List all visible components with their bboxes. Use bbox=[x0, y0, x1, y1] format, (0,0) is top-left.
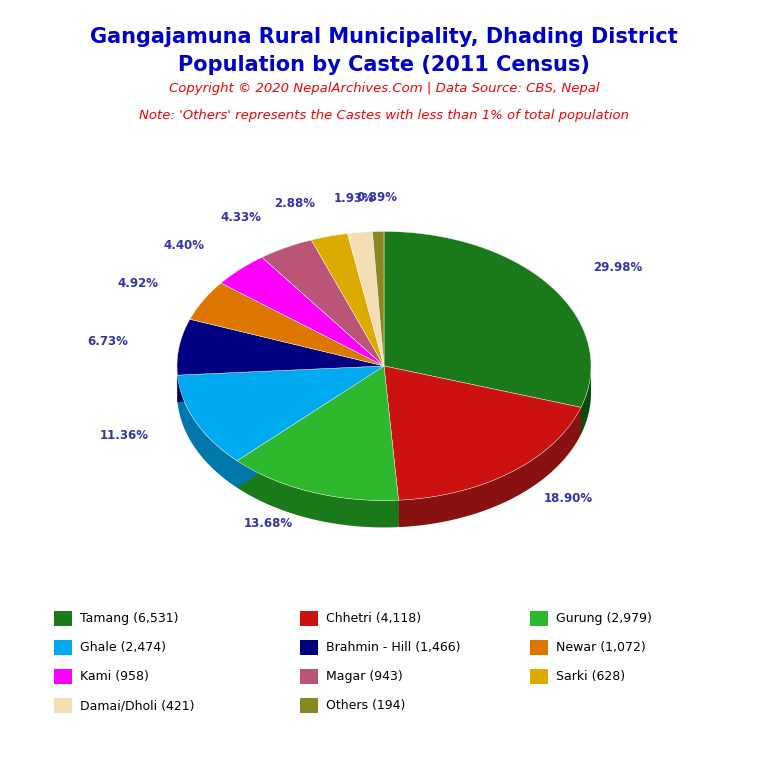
Text: Ghale (2,474): Ghale (2,474) bbox=[80, 641, 166, 654]
Text: 29.98%: 29.98% bbox=[593, 260, 643, 273]
Polygon shape bbox=[237, 461, 399, 528]
Text: Gurung (2,979): Gurung (2,979) bbox=[556, 612, 652, 624]
Text: 4.40%: 4.40% bbox=[163, 239, 204, 252]
Text: Chhetri (4,118): Chhetri (4,118) bbox=[326, 612, 421, 624]
Text: 18.90%: 18.90% bbox=[544, 492, 593, 505]
Polygon shape bbox=[384, 366, 399, 527]
Polygon shape bbox=[237, 366, 384, 488]
Text: Newar (1,072): Newar (1,072) bbox=[556, 641, 646, 654]
Polygon shape bbox=[311, 233, 384, 366]
Polygon shape bbox=[221, 257, 384, 366]
Polygon shape bbox=[190, 283, 384, 366]
Polygon shape bbox=[237, 366, 384, 488]
Text: Others (194): Others (194) bbox=[326, 700, 405, 712]
Text: 2.88%: 2.88% bbox=[274, 197, 316, 210]
Text: Brahmin - Hill (1,466): Brahmin - Hill (1,466) bbox=[326, 641, 460, 654]
Polygon shape bbox=[177, 366, 384, 402]
Text: 6.73%: 6.73% bbox=[87, 336, 127, 349]
Text: 11.36%: 11.36% bbox=[99, 429, 148, 442]
Text: 13.68%: 13.68% bbox=[243, 517, 293, 530]
Text: 1.93%: 1.93% bbox=[333, 193, 374, 205]
Polygon shape bbox=[372, 231, 384, 366]
Polygon shape bbox=[384, 366, 581, 435]
Polygon shape bbox=[177, 319, 384, 375]
Polygon shape bbox=[384, 366, 399, 527]
Text: Magar (943): Magar (943) bbox=[326, 670, 402, 683]
Text: Note: 'Others' represents the Castes with less than 1% of total population: Note: 'Others' represents the Castes wit… bbox=[139, 109, 629, 122]
Polygon shape bbox=[581, 366, 591, 435]
Polygon shape bbox=[237, 366, 399, 501]
Polygon shape bbox=[177, 375, 237, 488]
Polygon shape bbox=[384, 366, 581, 500]
Text: Kami (958): Kami (958) bbox=[80, 670, 149, 683]
Text: 4.33%: 4.33% bbox=[220, 211, 261, 224]
Polygon shape bbox=[384, 231, 591, 407]
Text: 4.92%: 4.92% bbox=[117, 277, 158, 290]
Text: Sarki (628): Sarki (628) bbox=[556, 670, 625, 683]
Text: 0.89%: 0.89% bbox=[356, 191, 397, 204]
Text: Tamang (6,531): Tamang (6,531) bbox=[80, 612, 178, 624]
Text: Gangajamuna Rural Municipality, Dhading District: Gangajamuna Rural Municipality, Dhading … bbox=[90, 27, 678, 47]
Polygon shape bbox=[347, 232, 384, 366]
Text: Population by Caste (2011 Census): Population by Caste (2011 Census) bbox=[178, 55, 590, 75]
Text: Copyright © 2020 NepalArchives.Com | Data Source: CBS, Nepal: Copyright © 2020 NepalArchives.Com | Dat… bbox=[169, 82, 599, 95]
Text: Damai/Dholi (421): Damai/Dholi (421) bbox=[80, 700, 194, 712]
Polygon shape bbox=[177, 366, 384, 461]
Polygon shape bbox=[262, 240, 384, 366]
Polygon shape bbox=[177, 366, 384, 402]
Polygon shape bbox=[399, 407, 581, 527]
Polygon shape bbox=[384, 366, 581, 435]
